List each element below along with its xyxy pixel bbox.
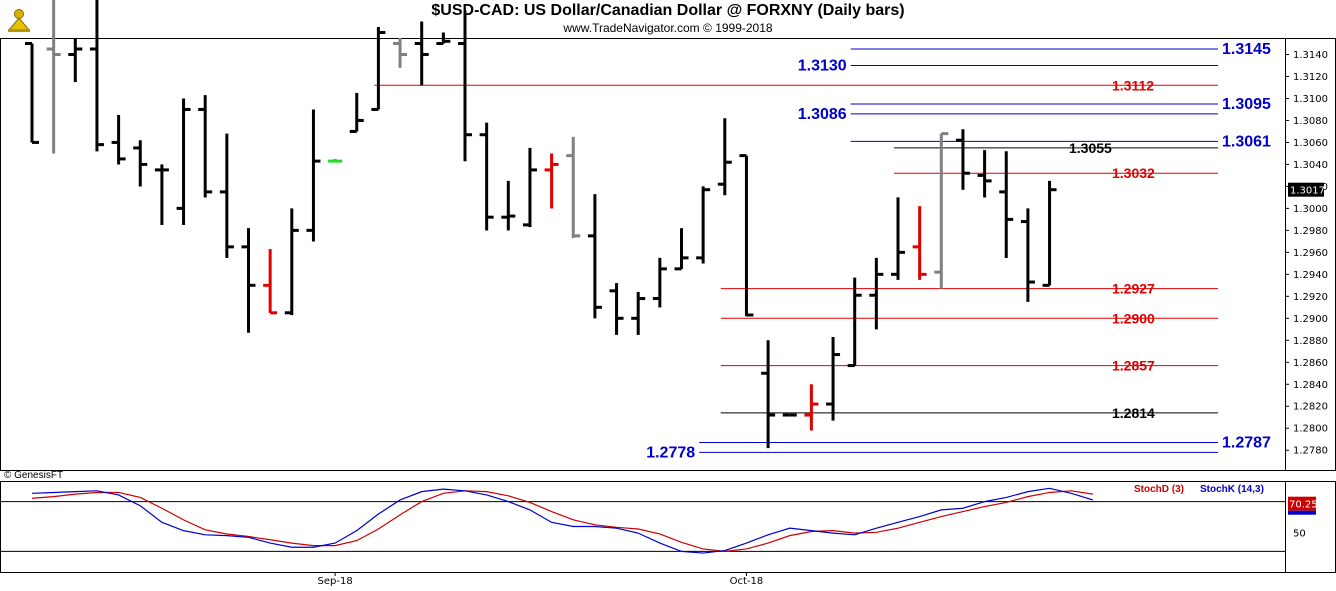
level-label-1.2778: 1.2778 (646, 444, 695, 461)
last-price-badge (1288, 182, 1324, 197)
chart-subtitle: www.TradeNavigator.com © 1999-2018 (563, 21, 773, 35)
level-label-1.3095: 1.3095 (1222, 96, 1271, 113)
price-axis-panel (1285, 38, 1336, 471)
price-tick-label: 1.3040 (1293, 160, 1328, 171)
price-tick-label: 1.2840 (1293, 380, 1328, 391)
stoch-last-badge (1288, 496, 1316, 511)
price-tick-label: 1.2820 (1293, 402, 1328, 413)
price-tick-label: 1.2920 (1293, 292, 1328, 303)
level-label-1.2857: 1.2857 (1112, 358, 1155, 374)
last-price-label: 1.3017 (1290, 186, 1325, 197)
level-label-1.2900: 1.2900 (1112, 310, 1155, 326)
level-label-1.3086: 1.3086 (798, 106, 847, 123)
price-tick-label: 1.3120 (1293, 72, 1328, 83)
price-tick-label: 1.2780 (1293, 446, 1328, 457)
stochastic-axis-panel (1285, 481, 1336, 573)
price-tick-label: 1.2860 (1293, 358, 1328, 369)
x-axis-label-Sep-18: Sep-18 (318, 576, 353, 587)
stoch-legend-k: StochK (14,3) (1200, 484, 1264, 495)
price-tick-label: 1.3000 (1293, 204, 1328, 215)
level-label-1.3145: 1.3145 (1222, 41, 1271, 58)
stoch-d-line (31, 490, 1093, 553)
price-tick-label: 1.2900 (1293, 314, 1328, 325)
stoch-k-line (31, 487, 1094, 554)
level-label-1.3032: 1.3032 (1112, 165, 1155, 181)
level-label-1.2927: 1.2927 (1112, 281, 1155, 297)
price-tick-label: 1.3140 (1293, 50, 1328, 61)
stoch-k-last-badge (1288, 510, 1316, 515)
price-tick-label: 1.3100 (1293, 94, 1328, 105)
level-label-1.3055: 1.3055 (1069, 140, 1112, 156)
price-tick-label: 1.2940 (1293, 270, 1328, 281)
level-label-1.3130: 1.3130 (798, 57, 847, 74)
stoch-last-label: 70.25 (1289, 500, 1318, 511)
stochastic-panel (0, 481, 1286, 573)
price-tick-label: 1.2880 (1293, 336, 1328, 347)
price-tick-label: 1.3060 (1293, 138, 1328, 149)
price-tick-label: 1.2960 (1293, 248, 1328, 259)
price-tick-label: 1.3080 (1293, 116, 1328, 127)
copyright-label: © GenesisFT (4, 470, 63, 481)
price-tick-label: 1.2800 (1293, 424, 1328, 435)
level-label-1.2814: 1.2814 (1112, 405, 1155, 421)
chart-header: $USD-CAD: US Dollar/Canadian Dollar @ FO… (0, 0, 1336, 38)
trade-navigator-logo (5, 4, 33, 34)
level-label-1.3061: 1.3061 (1222, 133, 1271, 150)
price-panel (0, 38, 1286, 471)
stoch-legend-d: StochD (3) (1134, 484, 1184, 495)
price-tick-label: 1.2980 (1293, 226, 1328, 237)
stoch-tick-label: 50 (1293, 529, 1306, 540)
x-axis-label-Oct-18: Oct-18 (730, 576, 764, 587)
level-label-1.3112: 1.3112 (1112, 77, 1154, 93)
chart-title: $USD-CAD: US Dollar/Canadian Dollar @ FO… (431, 2, 905, 19)
level-label-1.2787: 1.2787 (1222, 435, 1271, 452)
